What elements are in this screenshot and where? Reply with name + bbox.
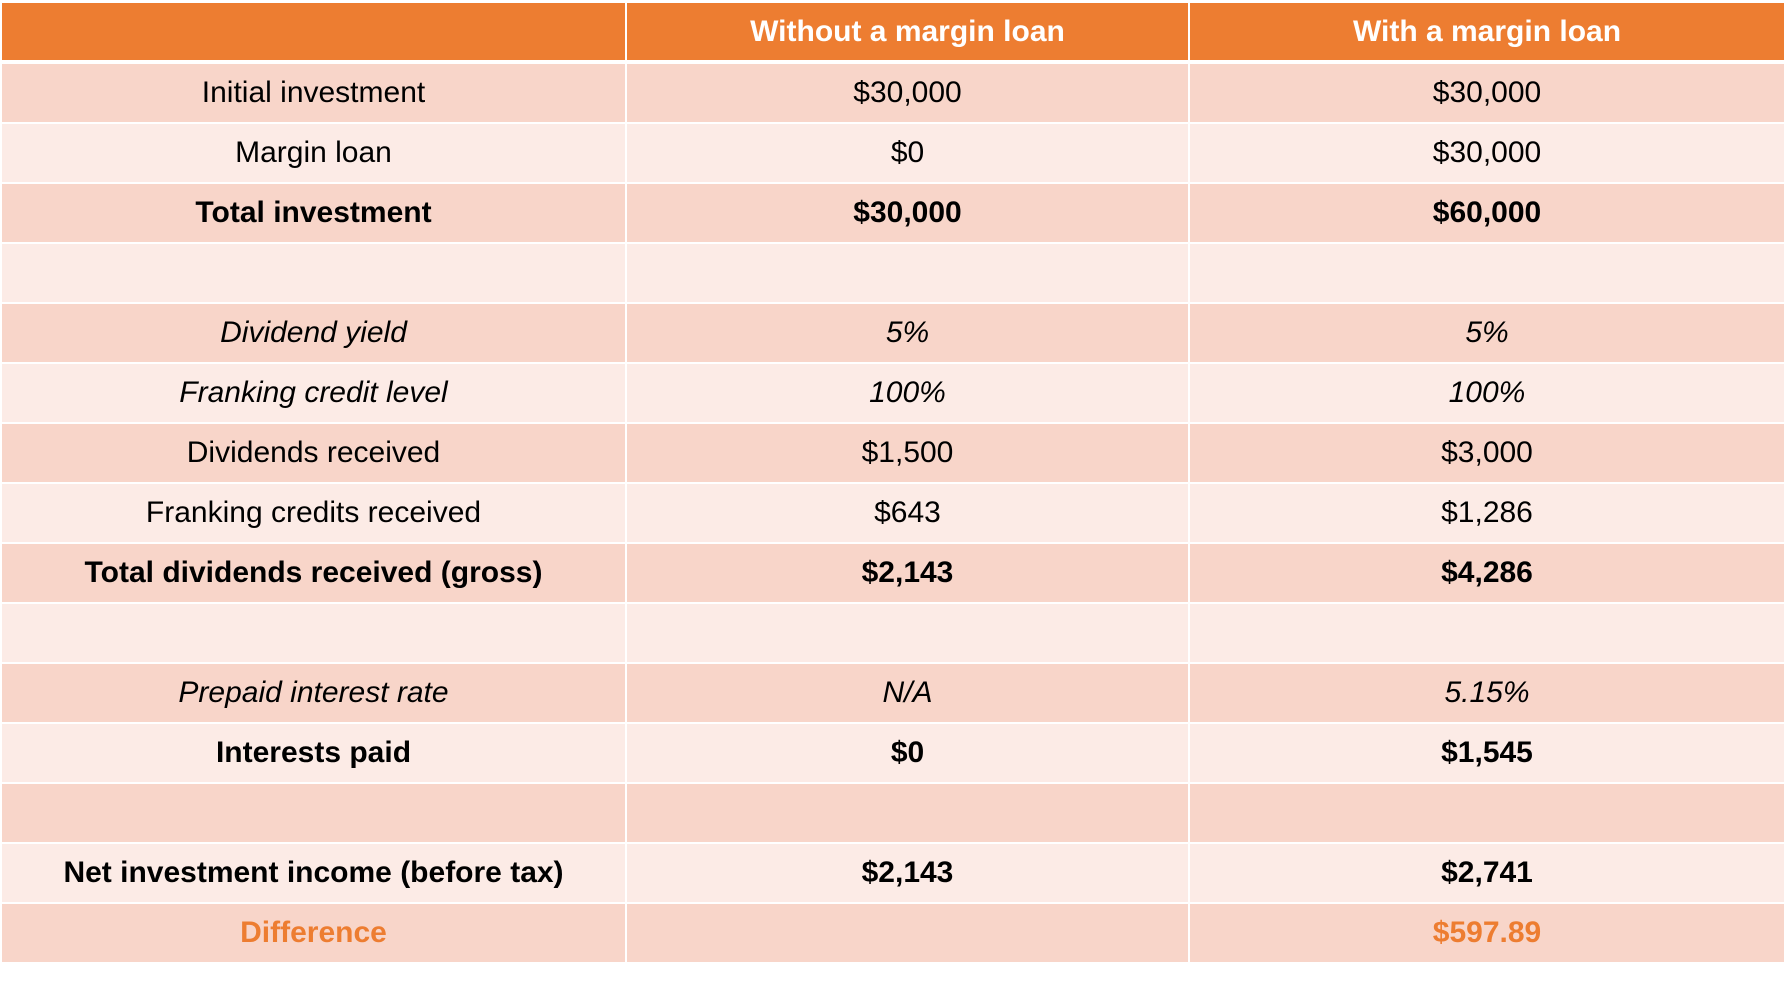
spacer-cell — [1190, 784, 1784, 844]
table-row-difference: Difference $597.89 — [2, 904, 1784, 964]
header-label-column — [2, 3, 627, 64]
value-without-loan: $0 — [627, 124, 1190, 184]
value-without-loan: N/A — [627, 664, 1190, 724]
table-row-spacer — [2, 784, 1784, 844]
row-label: Net investment income (before tax) — [2, 844, 627, 904]
header-with-margin-loan: With a margin loan — [1190, 3, 1784, 64]
value-with-loan: $1,545 — [1190, 724, 1784, 784]
value-with-loan: $60,000 — [1190, 184, 1784, 244]
table-row-initial-investment: Initial investment $30,000 $30,000 — [2, 64, 1784, 124]
spacer-cell — [627, 244, 1190, 304]
row-label: Interests paid — [2, 724, 627, 784]
table-row-total-investment: Total investment $30,000 $60,000 — [2, 184, 1784, 244]
margin-loan-comparison-table: Without a margin loan With a margin loan… — [2, 3, 1784, 964]
value-without-loan: $1,500 — [627, 424, 1190, 484]
row-label: Total investment — [2, 184, 627, 244]
table-row-interests-paid: Interests paid $0 $1,545 — [2, 724, 1784, 784]
value-without-loan: $2,143 — [627, 844, 1190, 904]
value-with-loan: $2,741 — [1190, 844, 1784, 904]
table-row-dividends-received: Dividends received $1,500 $3,000 — [2, 424, 1784, 484]
value-without-loan: $2,143 — [627, 544, 1190, 604]
spacer-cell — [627, 784, 1190, 844]
value-without-loan: $643 — [627, 484, 1190, 544]
spacer-cell — [2, 604, 627, 664]
header-without-margin-loan: Without a margin loan — [627, 3, 1190, 64]
table-row-prepaid-interest-rate: Prepaid interest rate N/A 5.15% — [2, 664, 1784, 724]
table-row-dividend-yield: Dividend yield 5% 5% — [2, 304, 1784, 364]
value-without-loan: 5% — [627, 304, 1190, 364]
value-without-loan: $30,000 — [627, 64, 1190, 124]
row-label: Dividends received — [2, 424, 627, 484]
header-row: Without a margin loan With a margin loan — [2, 3, 1784, 64]
row-label: Margin loan — [2, 124, 627, 184]
value-without-loan: $30,000 — [627, 184, 1190, 244]
table-row-franking-credit-level: Franking credit level 100% 100% — [2, 364, 1784, 424]
value-without-loan: 100% — [627, 364, 1190, 424]
table-row-margin-loan: Margin loan $0 $30,000 — [2, 124, 1784, 184]
value-with-loan: $597.89 — [1190, 904, 1784, 964]
value-with-loan: 100% — [1190, 364, 1784, 424]
row-label: Total dividends received (gross) — [2, 544, 627, 604]
spacer-cell — [2, 244, 627, 304]
value-with-loan: 5.15% — [1190, 664, 1784, 724]
table-row-franking-credits-received: Franking credits received $643 $1,286 — [2, 484, 1784, 544]
value-without-loan: $0 — [627, 724, 1190, 784]
row-label: Prepaid interest rate — [2, 664, 627, 724]
spacer-cell — [1190, 244, 1784, 304]
spacer-cell — [1190, 604, 1784, 664]
row-label: Franking credit level — [2, 364, 627, 424]
row-label: Difference — [2, 904, 627, 964]
table-row-net-investment-income: Net investment income (before tax) $2,14… — [2, 844, 1784, 904]
value-with-loan: $3,000 — [1190, 424, 1784, 484]
value-with-loan: $4,286 — [1190, 544, 1784, 604]
row-label: Initial investment — [2, 64, 627, 124]
value-with-loan: $30,000 — [1190, 124, 1784, 184]
value-without-loan — [627, 904, 1190, 964]
row-label: Dividend yield — [2, 304, 627, 364]
row-label: Franking credits received — [2, 484, 627, 544]
table-row-total-dividends-gross: Total dividends received (gross) $2,143 … — [2, 544, 1784, 604]
spacer-cell — [627, 604, 1190, 664]
table-row-spacer — [2, 604, 1784, 664]
value-with-loan: $1,286 — [1190, 484, 1784, 544]
spacer-cell — [2, 784, 627, 844]
value-with-loan: 5% — [1190, 304, 1784, 364]
table-row-spacer — [2, 244, 1784, 304]
value-with-loan: $30,000 — [1190, 64, 1784, 124]
